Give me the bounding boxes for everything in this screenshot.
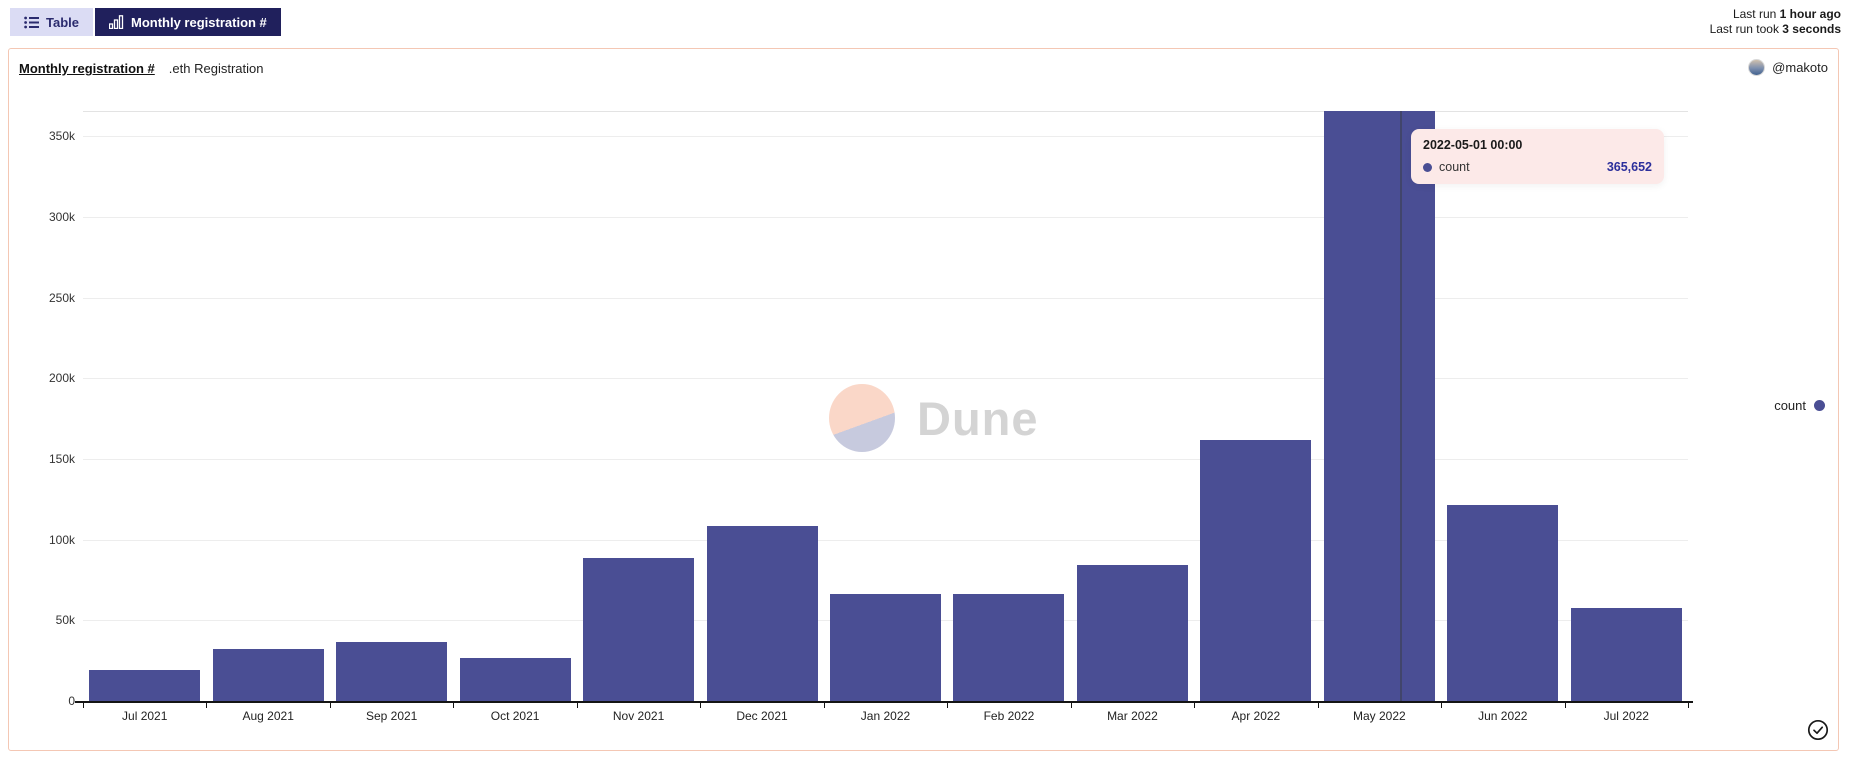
y-gridline [83, 539, 1688, 541]
tooltip-series-dot-icon [1423, 162, 1432, 172]
y-axis-label: 250k [48, 290, 75, 305]
x-axis-tick [576, 703, 578, 708]
tooltip-row: count 365,652 [1423, 160, 1652, 174]
tab-table-label: Table [46, 14, 79, 30]
bar-sep-2021[interactable] [336, 642, 448, 701]
bar-may-2022[interactable] [1323, 111, 1435, 701]
x-axis-tick [1564, 703, 1566, 708]
bar-nov-2021[interactable] [583, 558, 695, 701]
y-axis-label: 100k [48, 532, 75, 547]
avatar [1748, 59, 1766, 76]
bar-jun-2022[interactable] [1447, 505, 1559, 701]
y-axis-label: 200k [48, 371, 75, 386]
y-axis-label: 150k [48, 451, 75, 466]
x-axis-label: Apr 2022 [1231, 709, 1281, 723]
x-axis-label: Dec 2021 [736, 709, 788, 723]
x-axis-tick [1688, 703, 1689, 708]
x-axis-tick [453, 703, 455, 708]
last-run-status: Last run 1 hour ago Last run took 3 seco… [1710, 7, 1841, 37]
y-gridline [83, 458, 1688, 460]
last-run-took-value: 3 seconds [1782, 22, 1841, 36]
y-gridline [83, 216, 1688, 218]
y-gridline-max [83, 111, 1688, 112]
tooltip-title: 2022-05-01 00:00 [1423, 138, 1523, 152]
x-axis-tick [1070, 703, 1072, 708]
x-axis-line [75, 701, 1693, 703]
last-run-value: 1 hour ago [1779, 7, 1841, 21]
y-axis-label: 300k [48, 209, 75, 224]
x-axis-label: Aug 2021 [242, 709, 294, 723]
x-axis-tick [947, 703, 949, 708]
author-link[interactable]: @makoto [1748, 59, 1828, 76]
bar-jan-2022[interactable] [830, 594, 941, 701]
x-axis-tick [1317, 703, 1319, 708]
legend-item-count[interactable]: count [1774, 398, 1825, 413]
x-axis-label: Mar 2022 [1107, 709, 1158, 723]
y-axis-label: 350k [48, 129, 75, 144]
x-axis-tick [206, 703, 208, 708]
tooltip-value: 365,652 [1606, 160, 1652, 174]
y-gridline [83, 297, 1688, 299]
x-axis-label: Feb 2022 [983, 709, 1035, 723]
author-handle: @makoto [1772, 60, 1828, 75]
x-axis-tick [1441, 703, 1443, 708]
query-success-check-icon[interactable] [1807, 719, 1829, 741]
bar-chart-icon [109, 15, 124, 29]
chart-title-link[interactable]: Monthly registration # [19, 61, 155, 76]
legend-dot-icon [1814, 400, 1825, 411]
x-axis-tick [329, 703, 331, 708]
bar-apr-2022[interactable] [1200, 440, 1312, 701]
x-axis-label: Jul 2022 [1603, 709, 1649, 723]
chart-tooltip: 2022-05-01 00:00 count 365,652 [1411, 129, 1664, 184]
x-axis-label: Jul 2021 [122, 709, 168, 723]
x-axis-tick [700, 703, 702, 708]
y-gridline [83, 136, 1688, 138]
bar-dec-2021[interactable] [706, 526, 818, 701]
bar-oct-2021[interactable] [459, 658, 571, 701]
y-axis-label: 0 [68, 694, 75, 708]
bar-chart: 0 50k 100k 150k 200k 250k 300k 350k Jul 2021 Aug … [9, 49, 1840, 752]
tab-monthly-registration-label: Monthly registration # [131, 14, 267, 30]
x-axis-label: Jun 2022 [1478, 709, 1528, 723]
chart-panel-header: Monthly registration # .eth Registration [19, 61, 263, 76]
x-axis-label: May 2022 [1352, 709, 1406, 723]
chart-panel: Monthly registration # .eth Registration… [8, 48, 1839, 751]
bar-aug-2021[interactable] [212, 649, 324, 701]
last-run-took-line: Last run took 3 seconds [1709, 22, 1841, 36]
legend-label: count [1774, 398, 1806, 413]
bar-jul-2021[interactable] [89, 670, 201, 701]
x-axis-label: Nov 2021 [612, 709, 665, 723]
visualization-tabs: Table Monthly registration # [10, 8, 281, 36]
x-axis-tick [823, 703, 825, 708]
chart-subtitle: .eth Registration [168, 61, 264, 76]
x-axis-tick [1194, 703, 1196, 708]
bar-feb-2022[interactable] [953, 594, 1065, 701]
y-axis-label: 50k [55, 613, 75, 628]
tab-table[interactable]: Table [10, 8, 93, 36]
x-axis-label: Jan 2022 [860, 709, 911, 723]
x-axis-label: Sep 2021 [365, 709, 418, 723]
last-run-line: Last run 1 hour ago [1732, 7, 1841, 21]
list-icon [24, 16, 39, 29]
y-gridline [83, 378, 1688, 380]
x-axis-label: Oct 2021 [490, 709, 540, 723]
tab-monthly-registration[interactable]: Monthly registration # [95, 8, 281, 36]
bar-jul-2022[interactable] [1570, 608, 1682, 701]
x-axis-tick [83, 703, 84, 708]
bar-mar-2022[interactable] [1076, 565, 1188, 701]
tooltip-series-name: count [1439, 160, 1470, 174]
hover-crosshair [1400, 111, 1402, 701]
